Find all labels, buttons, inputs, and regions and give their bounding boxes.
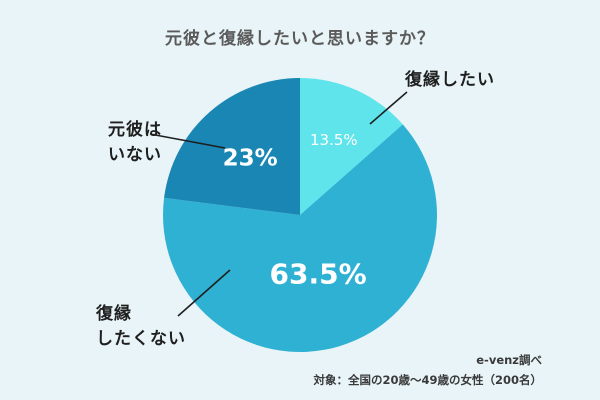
slice-fukuen-shitai <box>300 78 403 215</box>
leader-line-2 <box>149 133 226 149</box>
label-motokare-inai: 元彼は いない <box>108 120 162 165</box>
slice-fukuen-shitakunai <box>163 124 438 352</box>
value-label-fukuen-shitakunai: 63.5% <box>270 257 367 290</box>
source-credit: e-venz調べ <box>476 353 542 367</box>
leader-line-1 <box>177 269 231 317</box>
chart-title: 元彼と復縁したいと思いますか？ <box>165 29 435 49</box>
leader-line-0 <box>369 91 408 125</box>
slice-motokare-inai <box>164 78 300 215</box>
value-label-fukuen-shitai: 13.5% <box>310 131 358 149</box>
value-label-motokare-inai: 23% <box>223 145 278 171</box>
label-fukuen-shitakunai: 復縁 したくない <box>96 304 186 349</box>
survey-note: 対象：全国の20歳～49歳の女性（200名） <box>313 373 542 387</box>
label-fukuen-shitai: 復縁したい <box>405 70 495 90</box>
